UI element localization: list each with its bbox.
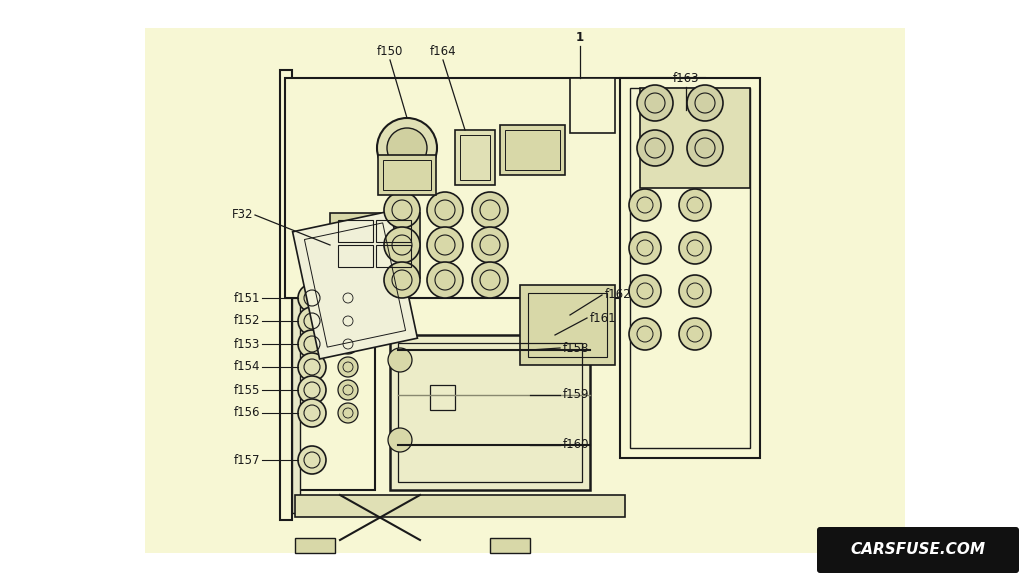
Circle shape: [679, 275, 711, 307]
Circle shape: [338, 288, 358, 308]
Circle shape: [687, 85, 723, 121]
Circle shape: [629, 189, 662, 221]
Circle shape: [298, 330, 326, 358]
Circle shape: [387, 128, 427, 168]
Text: f159: f159: [563, 388, 590, 401]
Bar: [640, 88, 750, 188]
Circle shape: [298, 353, 326, 381]
Circle shape: [338, 357, 358, 377]
Bar: [820, 530, 1016, 570]
Circle shape: [338, 334, 358, 354]
Text: f162: f162: [605, 289, 632, 301]
Text: f152: f152: [233, 314, 260, 328]
Bar: [145, 28, 905, 553]
Circle shape: [629, 318, 662, 350]
FancyBboxPatch shape: [817, 527, 1019, 573]
Text: f150: f150: [377, 45, 403, 58]
Text: f160: f160: [563, 438, 590, 452]
Circle shape: [298, 399, 326, 427]
Circle shape: [384, 262, 420, 298]
Text: F32: F32: [231, 209, 253, 222]
Bar: [295, 538, 335, 553]
Bar: [455, 130, 495, 185]
Bar: [290, 290, 375, 490]
Bar: [398, 343, 582, 482]
Bar: [378, 155, 436, 195]
Bar: [295, 495, 625, 517]
Bar: [528, 293, 607, 357]
Circle shape: [377, 118, 437, 178]
Bar: [285, 78, 705, 298]
Circle shape: [679, 232, 711, 264]
Circle shape: [384, 227, 420, 263]
Circle shape: [298, 307, 326, 335]
Bar: [376, 245, 411, 267]
Bar: [505, 130, 560, 170]
Bar: [430, 385, 455, 410]
Circle shape: [384, 192, 420, 228]
Bar: [490, 538, 530, 553]
Polygon shape: [293, 211, 418, 359]
Circle shape: [427, 192, 463, 228]
Bar: [390, 335, 590, 490]
Circle shape: [629, 232, 662, 264]
Circle shape: [298, 446, 326, 474]
Bar: [620, 78, 760, 458]
Bar: [500, 125, 565, 175]
Circle shape: [338, 403, 358, 423]
Text: f156: f156: [233, 407, 260, 419]
Bar: [630, 88, 750, 448]
Circle shape: [388, 348, 412, 372]
Bar: [338, 245, 373, 267]
Circle shape: [472, 192, 508, 228]
Bar: [520, 285, 615, 365]
Circle shape: [687, 130, 723, 166]
Circle shape: [298, 376, 326, 404]
Circle shape: [637, 85, 673, 121]
Text: f161: f161: [590, 312, 616, 324]
Bar: [280, 70, 292, 520]
Circle shape: [427, 262, 463, 298]
Circle shape: [338, 311, 358, 331]
Bar: [338, 220, 373, 242]
Circle shape: [679, 189, 711, 221]
Circle shape: [472, 262, 508, 298]
Text: f164: f164: [430, 45, 457, 58]
Circle shape: [679, 318, 711, 350]
Text: f157: f157: [233, 453, 260, 467]
Text: f154: f154: [233, 361, 260, 373]
Circle shape: [637, 130, 673, 166]
Bar: [376, 220, 411, 242]
Circle shape: [629, 275, 662, 307]
Circle shape: [427, 227, 463, 263]
Text: CARSFUSE.COM: CARSFUSE.COM: [851, 543, 985, 558]
Circle shape: [298, 284, 326, 312]
Bar: [570, 78, 615, 133]
Circle shape: [472, 227, 508, 263]
Text: f151: f151: [233, 291, 260, 305]
Bar: [292, 78, 300, 513]
Circle shape: [338, 380, 358, 400]
Text: f163: f163: [673, 72, 699, 85]
Bar: [383, 160, 431, 190]
Bar: [330, 213, 420, 278]
Text: f158: f158: [563, 342, 590, 354]
Text: f153: f153: [233, 338, 260, 351]
Text: 1: 1: [575, 31, 584, 44]
Circle shape: [388, 428, 412, 452]
Text: f155: f155: [233, 384, 260, 396]
Bar: [460, 135, 490, 180]
